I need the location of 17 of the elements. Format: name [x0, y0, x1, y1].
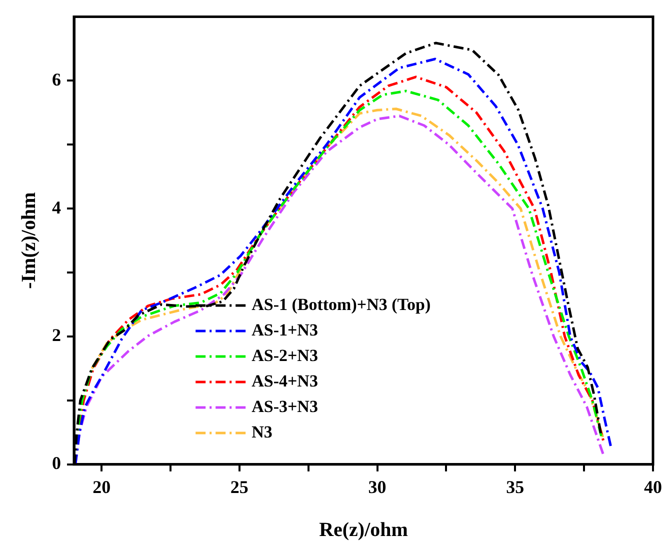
- y-axis-title: -Im(z)/ohm: [18, 192, 40, 289]
- x-tick-label: 25: [230, 476, 248, 497]
- legend-label: AS-1+N3: [252, 320, 318, 340]
- x-tick-label: 30: [368, 476, 386, 497]
- y-tick-label: 0: [52, 453, 61, 474]
- legend-label: AS-1 (Bottom)+N3 (Top): [252, 294, 431, 314]
- legend-label: AS-2+N3: [252, 346, 318, 365]
- y-tick-label: 2: [52, 325, 61, 346]
- y-tick-label: 6: [52, 69, 61, 90]
- legend-label: AS-3+N3: [252, 396, 318, 416]
- y-tick-label: 4: [52, 197, 61, 218]
- x-axis-title: Re(z)/ohm: [319, 519, 408, 542]
- legend-label: N3: [252, 422, 272, 442]
- x-tick-label: 20: [92, 476, 111, 497]
- x-tick-label: 40: [644, 476, 662, 497]
- legend-label: AS-4+N3: [252, 371, 318, 390]
- x-tick-label: 35: [506, 476, 524, 497]
